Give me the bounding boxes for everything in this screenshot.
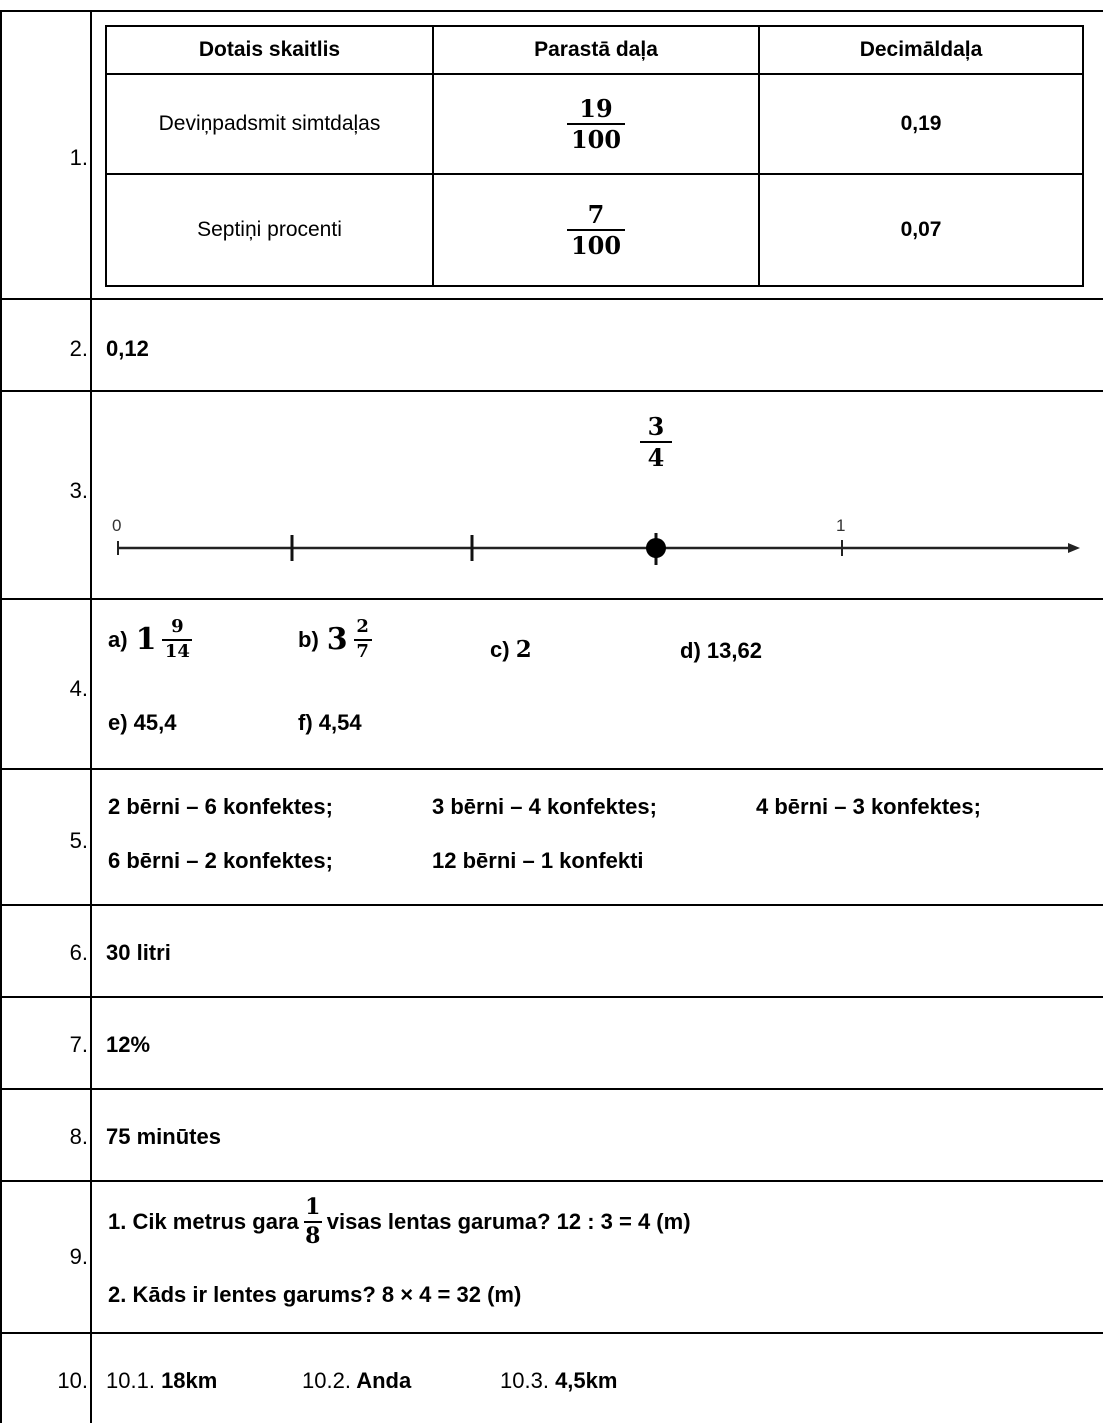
row-number: 1.	[69, 145, 88, 170]
sub-answer-2: 10.2. Anda	[302, 1368, 411, 1394]
sub-label: 10.2.	[302, 1368, 351, 1393]
fraction-bar	[640, 441, 672, 444]
row-number: 4.	[69, 676, 88, 701]
sub-value: Anda	[356, 1368, 412, 1393]
given-number-cell: Deviņpadsmit simtdaļas	[158, 112, 381, 135]
fraction-cell: 19 100	[434, 75, 758, 173]
row-number: 7.	[69, 1032, 88, 1057]
numerator: 9	[171, 616, 184, 637]
zero-label: 0	[112, 516, 122, 535]
pair-text: 12 bērni – 1 konfekti	[432, 848, 644, 873]
row-number: 10.	[57, 1368, 88, 1393]
denominator: 7	[356, 640, 369, 662]
answer-e: e) 45,4	[108, 710, 177, 735]
denominator: 8	[305, 1223, 321, 1250]
fraction-bar	[303, 1221, 322, 1224]
number-column-divider	[90, 10, 92, 1423]
answer-text: 0,12	[106, 336, 149, 361]
row-number: 5.	[69, 828, 88, 853]
fraction-table: Dotais skaitlis Parastā daļa Decimāldaļa…	[105, 25, 1084, 287]
table-divider	[758, 27, 760, 285]
fraction-cell: 7 100	[434, 175, 758, 285]
numerator: 2	[356, 616, 369, 637]
given-number-cell: Septiņi procenti	[197, 218, 342, 241]
three-quarters-label: 3 4	[640, 414, 672, 470]
answer-value: 2	[515, 636, 532, 663]
pair-text: 2 bērni – 6 konfektes;	[108, 794, 333, 819]
answer-text: 12%	[106, 1032, 151, 1057]
answer-row: 9. 1. Cik metrus gara 1 8 visas lentas g…	[0, 1180, 1103, 1332]
answer-row: 3. 3 4 0 1	[0, 390, 1103, 598]
header-common-fraction: Parastā daļa	[534, 38, 658, 61]
header-decimal: Decimāldaļa	[859, 38, 983, 61]
fraction: 1 8	[303, 1194, 322, 1250]
step-text: 1. Cik metrus gara	[108, 1209, 299, 1235]
answer-text: 75 minūtes	[106, 1124, 221, 1149]
row-number: 3.	[69, 478, 88, 503]
table-divider	[432, 27, 434, 285]
answer-b: b) 3 2 7	[298, 616, 372, 662]
row-number: 6.	[69, 940, 88, 965]
fraction-bar	[353, 638, 372, 641]
table-divider	[107, 173, 1082, 175]
sub-answer-1: 10.1. 18km	[106, 1368, 217, 1394]
answer-row: 10. 10.1. 18km 10.2. Anda 10.3. 4,5km	[0, 1332, 1103, 1423]
decimal-cell: 0,19	[900, 112, 942, 135]
answer-text: 30 litri	[106, 940, 171, 965]
pair-text: 3 bērni – 4 konfektes;	[432, 794, 657, 819]
denominator: 100	[570, 125, 622, 154]
fraction: 7 100	[567, 202, 625, 258]
part-label: c)	[490, 637, 510, 662]
row-number: 2.	[69, 336, 88, 361]
decimal-cell: 0,07	[900, 218, 942, 241]
one-label: 1	[836, 516, 846, 535]
answer-row: 5. 2 bērni – 6 konfektes; 3 bērni – 4 ko…	[0, 768, 1103, 904]
fraction: 9 14	[162, 616, 193, 662]
numerator: 3	[647, 412, 665, 441]
table-divider	[107, 73, 1082, 75]
number-line	[117, 533, 1080, 565]
fraction: 2 7	[353, 616, 372, 662]
answer-row: 4. a) 1 9 14 b) 3 2 7 c) 2 d) 13,62 e) 4…	[0, 598, 1103, 768]
answer-row: 8. 75 minūtes	[0, 1088, 1103, 1180]
whole-part: 3	[326, 622, 348, 658]
answer-d: d) 13,62	[680, 638, 762, 663]
sub-value: 4,5km	[555, 1368, 618, 1393]
part-label: a)	[108, 626, 128, 652]
answer-f: f) 4,54	[298, 710, 362, 735]
numerator: 19	[579, 93, 613, 123]
row-number: 8.	[69, 1124, 88, 1149]
step-text: visas lentas garuma? 12 : 3 = 4 (m)	[326, 1209, 691, 1235]
fraction-bar	[567, 123, 625, 125]
sub-label: 10.1.	[106, 1368, 155, 1393]
denominator: 14	[164, 640, 190, 662]
answer-row: 6. 30 litri	[0, 904, 1103, 996]
numerator: 1	[305, 1194, 321, 1220]
answer-c: c) 2	[490, 636, 532, 663]
numerator: 7	[587, 199, 605, 229]
answer-a: a) 1 9 14	[108, 616, 193, 662]
whole-part: 1	[135, 622, 157, 658]
pair-text: 4 bērni – 3 konfektes;	[756, 794, 981, 819]
step-one: 1. Cik metrus gara 1 8 visas lentas garu…	[108, 1194, 691, 1250]
answer-row: 2. 0,12	[0, 298, 1103, 390]
fraction: 19 100	[567, 96, 625, 152]
part-label: b)	[298, 626, 319, 652]
denominator: 100	[570, 231, 622, 260]
sub-value: 18km	[161, 1368, 218, 1393]
denominator: 4	[647, 443, 665, 473]
table-top-border	[0, 10, 1103, 12]
row-number: 9.	[69, 1244, 88, 1269]
pair-text: 6 bērni – 2 konfektes;	[108, 848, 333, 873]
answer-row: 7. 12%	[0, 996, 1103, 1088]
sub-answer-3: 10.3. 4,5km	[500, 1368, 617, 1394]
table-left-border	[0, 10, 2, 1423]
header-given-number: Dotais skaitlis	[198, 38, 341, 61]
fraction-bar	[567, 229, 625, 231]
step-two: 2. Kāds ir lentes garums? 8 × 4 = 32 (m)	[108, 1282, 522, 1307]
sub-label: 10.3.	[500, 1368, 549, 1393]
fraction-bar	[162, 638, 193, 641]
